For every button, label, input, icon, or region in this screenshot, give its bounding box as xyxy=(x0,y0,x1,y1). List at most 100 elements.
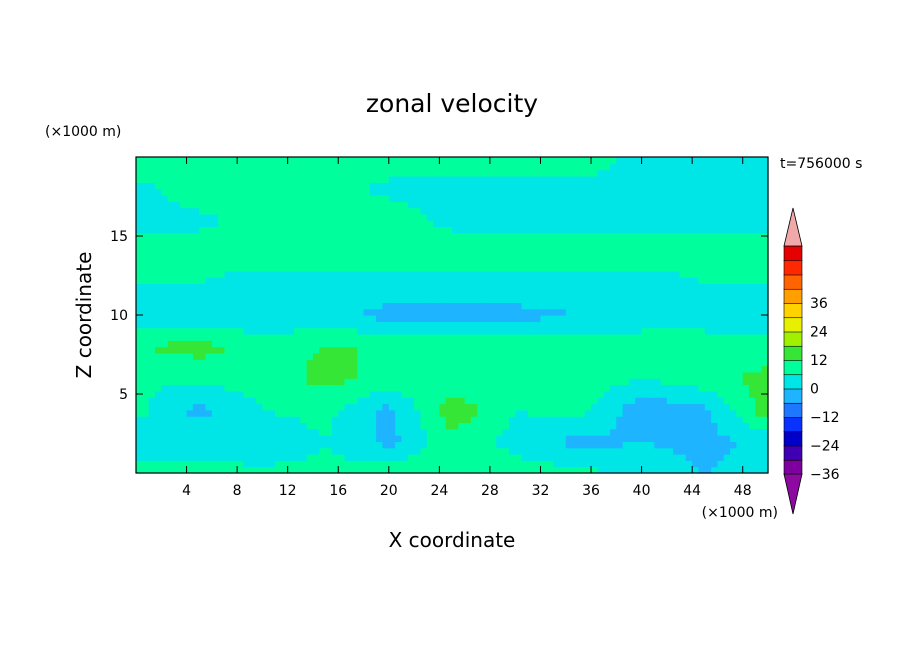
heatmap-cell xyxy=(256,365,263,373)
heatmap-cell xyxy=(224,340,232,348)
heatmap-cell xyxy=(294,270,301,278)
heatmap-cell xyxy=(502,245,510,253)
heatmap-cell xyxy=(578,258,586,266)
heatmap-cell xyxy=(755,428,763,436)
heatmap-cell xyxy=(546,207,554,215)
heatmap-cell xyxy=(749,378,756,386)
heatmap-cell xyxy=(199,283,207,291)
heatmap-cell xyxy=(540,188,548,196)
heatmap-cell xyxy=(584,403,592,411)
heatmap-cell xyxy=(161,232,169,240)
heatmap-cell xyxy=(749,333,756,341)
heatmap-cell xyxy=(262,239,270,247)
heatmap-cell xyxy=(211,283,219,291)
heatmap-cell xyxy=(489,283,497,291)
heatmap-cell xyxy=(199,239,207,247)
heatmap-cell xyxy=(363,194,371,202)
heatmap-cell xyxy=(376,371,384,379)
heatmap-cell xyxy=(363,435,371,442)
heatmap-cell xyxy=(325,428,333,436)
heatmap-cell xyxy=(167,264,175,272)
heatmap-cell xyxy=(635,239,643,247)
heatmap-cell xyxy=(622,175,630,183)
heatmap-cell xyxy=(344,213,352,221)
heatmap-cell xyxy=(673,416,681,424)
heatmap-cell xyxy=(388,175,396,183)
heatmap-cell xyxy=(641,378,649,386)
heatmap-cell xyxy=(401,182,409,190)
heatmap-cell xyxy=(388,226,396,234)
heatmap-cell xyxy=(572,378,579,386)
heatmap-cell xyxy=(502,441,510,449)
heatmap-cell xyxy=(647,163,655,171)
heatmap-cell xyxy=(565,321,573,329)
heatmap-cell xyxy=(641,175,649,183)
heatmap-cell xyxy=(382,416,390,424)
heatmap-cell xyxy=(647,194,655,202)
heatmap-cell xyxy=(666,460,674,468)
heatmap-cell xyxy=(439,333,447,341)
heatmap-cell xyxy=(477,245,485,253)
heatmap-cell xyxy=(369,428,377,436)
heatmap-cell xyxy=(742,416,750,424)
heatmap-cell xyxy=(603,188,611,196)
heatmap-cell xyxy=(584,220,592,228)
heatmap-cell xyxy=(294,302,301,310)
heatmap-cell xyxy=(698,352,706,360)
heatmap-cell xyxy=(534,264,542,272)
heatmap-cell xyxy=(426,454,434,461)
heatmap-cell xyxy=(736,327,744,335)
heatmap-cell xyxy=(641,194,649,202)
heatmap-cell xyxy=(591,264,598,272)
heatmap-cell xyxy=(382,352,390,360)
heatmap-cell xyxy=(256,296,263,303)
heatmap-cell xyxy=(357,384,365,392)
heatmap-cell xyxy=(281,346,289,354)
heatmap-cell xyxy=(249,201,257,209)
heatmap-cell xyxy=(180,460,188,468)
heatmap-cell xyxy=(496,466,504,474)
heatmap-cell xyxy=(559,321,567,329)
heatmap-cell xyxy=(439,466,447,474)
heatmap-cell xyxy=(742,466,750,474)
heatmap-cell xyxy=(572,447,579,455)
heatmap-cell xyxy=(704,435,712,442)
heatmap-cell xyxy=(641,327,649,335)
heatmap-cell xyxy=(407,428,415,436)
heatmap-cell xyxy=(496,220,504,228)
heatmap-cell xyxy=(300,346,308,354)
heatmap-cell xyxy=(489,384,497,392)
heatmap-cell xyxy=(300,365,308,373)
heatmap-cell xyxy=(635,441,643,449)
heatmap-cell xyxy=(660,163,668,171)
heatmap-cell xyxy=(420,175,428,183)
heatmap-cell xyxy=(306,359,314,367)
heatmap-cell xyxy=(401,270,409,278)
heatmap-cell xyxy=(287,315,295,322)
heatmap-cell xyxy=(275,359,282,367)
heatmap-cell xyxy=(641,157,649,164)
heatmap-cell xyxy=(186,175,194,183)
heatmap-cell xyxy=(211,302,219,310)
heatmap-cell xyxy=(439,163,447,171)
heatmap-cell xyxy=(477,460,485,468)
heatmap-cell xyxy=(470,283,478,291)
heatmap-cell xyxy=(603,447,611,455)
heatmap-cell xyxy=(723,207,731,215)
heatmap-cell xyxy=(742,220,750,228)
heatmap-cell xyxy=(161,220,169,228)
heatmap-cell xyxy=(508,308,516,316)
heatmap-cell xyxy=(376,182,384,190)
heatmap-cell xyxy=(622,378,630,386)
heatmap-cell xyxy=(192,258,200,266)
heatmap-cell xyxy=(186,315,194,322)
heatmap-cell xyxy=(666,365,674,373)
heatmap-cell xyxy=(477,371,485,379)
heatmap-cell xyxy=(287,454,295,461)
heatmap-cell xyxy=(180,258,188,266)
heatmap-cell xyxy=(496,258,504,266)
heatmap-cell xyxy=(249,270,257,278)
heatmap-cell xyxy=(603,435,611,442)
heatmap-cell xyxy=(698,220,706,228)
heatmap-cell xyxy=(730,315,737,322)
